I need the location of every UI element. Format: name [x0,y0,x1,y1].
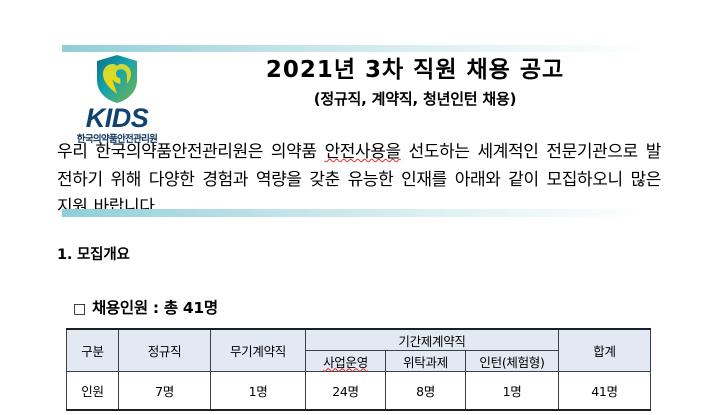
table-row: 인원 7명 1명 24명 8명 1명 41명 [66,371,651,411]
logo-organization-name: 한국의약품안전관리원 [76,134,158,145]
table-header-row-2: 사업운영 위탁과제 인턴(체험형) [67,350,651,372]
header-cell-intern: 인턴(체험형) [465,350,559,372]
logo-wordmark: KIDS [85,103,149,133]
decorative-rule-top [62,45,650,52]
table-body: 인원 7명 1명 24명 8명 1명 41명 [66,371,651,411]
subsection-heading-label: 채용인원 : 총 41명 [91,299,218,317]
cell-indefinite-count: 1명 [210,371,306,411]
page-title: 2021년 3차 직원 채용 공고 [265,57,565,83]
header-cell-regular: 정규직 [118,328,211,372]
header-cell-project-label: 사업운영 [323,354,368,370]
header-cell-gubun: 구분 [66,328,119,372]
cell-consignment-count: 8명 [385,371,466,411]
cell-row-label: 인원 [66,371,119,411]
recruitment-headcount-table: 구분 정규직 무기계약직 기간제계약직 합계 사업운영 위탁과제 인턴(체험형)… [66,328,651,411]
cell-total-count: 41명 [558,371,651,411]
cell-intern-count: 1명 [465,371,559,411]
header-cell-indefinite: 무기계약직 [210,328,306,372]
cell-regular-count: 7명 [118,371,211,411]
square-bullet-icon: □ [73,301,86,317]
header-cell-consignment: 위탁과제 [385,350,466,372]
intro-misspelled-word: 안전사용을 [324,142,402,162]
subsection-heading: □ 채용인원 : 총 41명 [73,296,218,318]
table-head: 구분 정규직 무기계약직 기간제계약직 합계 사업운영 위탁과제 인턴(체험형) [66,328,651,372]
header-cell-fixedterm-group: 기간제계약직 [305,328,559,351]
header-cell-total: 합계 [558,328,651,372]
kids-shield-logo-icon [97,55,137,103]
recruitment-table-wrapper: 구분 정규직 무기계약직 기간제계약직 합계 사업운영 위탁과제 인턴(체험형)… [66,328,651,411]
header-cell-project: 사업운영 [305,350,386,372]
decorative-rule-middle [62,209,650,217]
intro-paragraph: 우리 한국의약품안전관리원은 의약품 안전사용을 선도하는 세계적인 전문기관으… [57,139,661,222]
organization-logo: KIDS 한국의약품안전관리원 [63,54,171,145]
title-block: 2021년 3차 직원 채용 공고 (정규직, 계약직, 청년인턴 채용) [180,57,650,109]
table-header-row-1: 구분 정규직 무기계약직 기간제계약직 합계 [66,328,651,372]
cell-project-count: 24명 [305,371,386,411]
page-subtitle: (정규직, 계약직, 청년인턴 채용) [313,90,517,109]
section-heading: 1. 모집개요 [57,247,130,263]
intro-text-part1: 우리 한국의약품안전관리원은 의약품 [57,142,325,162]
